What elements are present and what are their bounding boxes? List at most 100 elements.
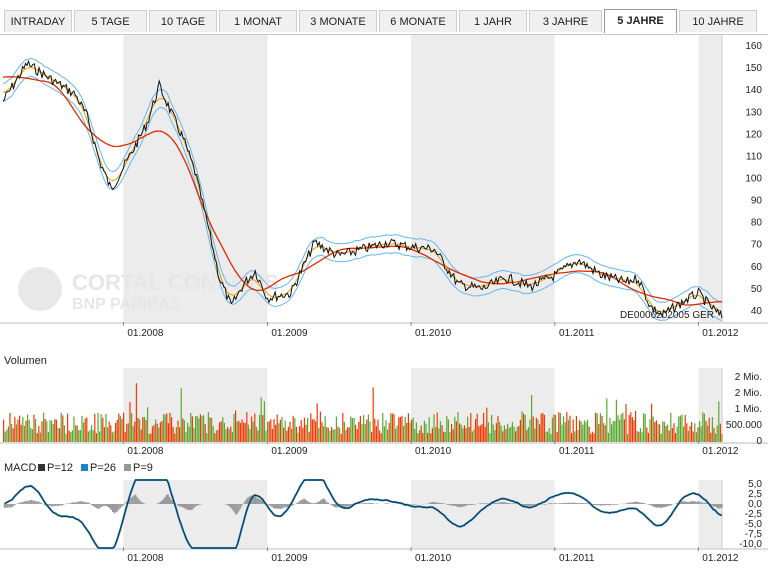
volume-bar [158, 427, 160, 442]
volume-bar [303, 417, 305, 442]
volume-bar [435, 426, 437, 442]
volume-bar [363, 415, 365, 442]
volume-bar [94, 413, 96, 442]
price-tick: 70 [751, 240, 763, 251]
volume-bar [511, 422, 513, 442]
volume-bar [443, 431, 445, 442]
volume-bar [526, 429, 528, 442]
volume-bar [353, 418, 355, 442]
volume-bar [540, 413, 542, 442]
volume-bar [73, 416, 75, 442]
volume-bar [12, 428, 14, 442]
volume-bar [395, 428, 397, 442]
volume-bar [604, 425, 606, 442]
price-tick: 40 [751, 306, 763, 317]
volume-bar [379, 430, 381, 442]
volume-bar [305, 424, 307, 442]
volume-bar [100, 414, 102, 442]
volume-bar [198, 418, 200, 442]
volume-bar [419, 430, 421, 442]
volume-bar [670, 412, 672, 442]
volume-bar [659, 424, 661, 442]
volume-bar [124, 432, 126, 442]
volume-bar [294, 418, 296, 442]
tab-10-tage[interactable]: 10 TAGE [149, 10, 217, 32]
volume-bar [523, 413, 525, 442]
volume-bar [356, 429, 358, 442]
volume-bar [316, 403, 318, 442]
macd-series [3, 479, 723, 549]
volume-bar [403, 426, 405, 442]
volume-bar [78, 430, 80, 442]
volume-bar [529, 419, 531, 442]
tab-3-jahre[interactable]: 3 JAHRE [529, 10, 602, 32]
volume-bar [651, 403, 653, 442]
tab-5-tage[interactable]: 5 TAGE [74, 10, 147, 32]
volume-bar [646, 427, 648, 442]
volume-bar [343, 422, 345, 442]
volume-bar [623, 419, 625, 442]
volume-bar [391, 413, 393, 442]
tab-5-jahre[interactable]: 5 JAHRE [604, 9, 677, 33]
volume-bar [60, 412, 62, 442]
volume-bar [569, 415, 571, 442]
volume-bar [519, 419, 521, 442]
tab-1-jahr[interactable]: 1 JAHR [459, 10, 527, 32]
volume-bar [276, 414, 278, 442]
volume-bar [207, 412, 209, 442]
volume-bar [702, 412, 704, 442]
volume-bar [156, 423, 158, 442]
volume-bar [203, 415, 205, 442]
volume-bar [209, 417, 211, 442]
volume-bar [227, 427, 229, 442]
timeframe-tabs: INTRADAY 5 TAGE 10 TAGE 1 MONAT 3 MONATE 6 MO… [0, 8, 768, 35]
volume-bar [169, 412, 171, 442]
volume-bar [243, 422, 245, 442]
volume-bar [17, 419, 19, 442]
volume-bar [135, 383, 137, 442]
volume-bar [142, 417, 144, 442]
volume-bar [647, 432, 649, 442]
x-tick-label: 01.2012 [702, 446, 739, 457]
volume-bar [489, 433, 491, 442]
volume-bar [335, 416, 337, 442]
volume-bar [185, 432, 187, 442]
volume-bar [54, 419, 56, 442]
volume-bar [70, 432, 72, 442]
volume-bar [587, 419, 589, 442]
volume-bar [46, 421, 48, 442]
volume-bar [321, 422, 323, 442]
price-tick: 60 [751, 262, 763, 273]
volume-bar [284, 420, 286, 442]
volume-bar [6, 429, 8, 442]
volume-bar [494, 430, 496, 442]
volume-bar [251, 416, 253, 442]
volume-bar [59, 428, 61, 442]
volume-bar [521, 411, 523, 442]
volume-bar [43, 412, 45, 442]
volume-bar [387, 429, 389, 442]
volume-bar [697, 427, 699, 442]
tab-3-monate[interactable]: 3 MONATE [299, 10, 377, 32]
macd-tick: -2,5 [745, 509, 763, 520]
volume-bar [611, 424, 613, 442]
volume-bar [257, 430, 259, 442]
volume-bar [671, 428, 673, 442]
tab-10-jahre[interactable]: 10 JAHRE [679, 10, 757, 32]
volume-bar [555, 415, 557, 442]
x-tick-label: 01.2009 [271, 446, 308, 457]
volume-bar [187, 422, 189, 442]
volume-bar [311, 419, 313, 442]
volume-bar [700, 426, 702, 442]
tab-1-monat[interactable]: 1 MONAT [219, 10, 297, 32]
volume-bar [331, 427, 333, 442]
volume-bar [684, 414, 686, 442]
macd-tick: -5,0 [745, 519, 763, 530]
tab-6-monate[interactable]: 6 MONATE [379, 10, 457, 32]
volume-bar [411, 419, 413, 442]
tab-intraday[interactable]: INTRADAY [4, 10, 72, 32]
volume-bar [28, 419, 30, 442]
volume-bar [491, 415, 493, 442]
volume-bar [91, 425, 93, 442]
volume-bar [563, 416, 565, 442]
